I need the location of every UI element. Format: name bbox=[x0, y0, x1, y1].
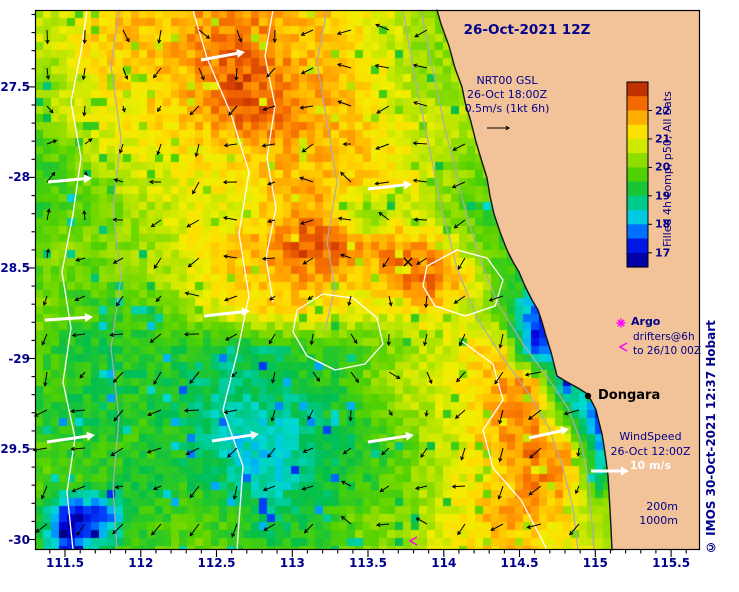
current-vector-arrows bbox=[32, 23, 581, 538]
wind-legend-speed: 10 m/s bbox=[629, 459, 672, 472]
wind-scale-arrow bbox=[591, 466, 629, 476]
bathymetry-contours bbox=[110, 9, 595, 551]
x-axis-tick-label: 114.5 bbox=[500, 556, 539, 570]
y-axis-tick-label: -29.5 bbox=[0, 442, 30, 456]
x-axis-tick-label: 112.5 bbox=[197, 556, 236, 570]
y-axis-tick-label: -28.5 bbox=[0, 261, 30, 275]
colorbar-tick-label: 21 bbox=[655, 132, 671, 146]
wind-vector-arrows bbox=[44, 49, 569, 444]
wind-legend: WindSpeed 26-Oct 12:00Z 10 m/s bbox=[601, 430, 700, 474]
x-axis-tick-label: 113.5 bbox=[349, 556, 387, 570]
credit-text: © IMOS 30-Oct-2021 12:37 Hobart bbox=[704, 320, 718, 554]
dongara-dot bbox=[584, 392, 592, 400]
gsl-scale-arrow bbox=[487, 125, 511, 131]
x-axis-tick-label: 111.5 bbox=[46, 556, 84, 570]
x-axis-tick-label: 113 bbox=[279, 556, 305, 570]
y-axis-tick-label: -27.5 bbox=[0, 79, 30, 94]
y-axis-tick-label: -28 bbox=[8, 170, 30, 185]
argo-legend-label: Argo bbox=[631, 315, 661, 328]
colorbar-tick-label: 19 bbox=[655, 189, 671, 203]
colorbar-tick-label: 22 bbox=[655, 104, 671, 117]
coastline bbox=[436, 9, 613, 551]
colorbar-tick-label: 20 bbox=[655, 160, 671, 174]
x-marker bbox=[403, 257, 413, 267]
axis-ticks bbox=[28, 13, 687, 557]
gsl-legend-line1: NRT00 GSL bbox=[476, 74, 538, 87]
x-axis-tick-label: 112 bbox=[128, 556, 154, 570]
gsl-legend-line2: 26-Oct 18:00Z bbox=[466, 88, 548, 101]
drifters-legend-line1: drifters@6h bbox=[633, 331, 695, 343]
colorbar-tick-label: 18 bbox=[655, 217, 671, 231]
gsl-legend: NRT00 GSL 26-Oct 18:00Z 0.5m/s (1kt 6h) bbox=[436, 74, 578, 116]
timestamp-title: 26-Oct-2021 12Z bbox=[463, 22, 591, 38]
plot-frame bbox=[34, 9, 701, 551]
colorbar bbox=[626, 81, 652, 268]
wind-legend-line2: 26-Oct 12:00Z bbox=[610, 444, 691, 458]
depth-1000m-label: 1000m bbox=[639, 514, 678, 527]
drifter-legend-marker bbox=[618, 342, 628, 352]
depth-200m-label: 200m bbox=[646, 500, 678, 513]
gsl-legend-line3: 0.5m/s (1kt 6h) bbox=[464, 102, 550, 115]
argo-marker bbox=[616, 318, 626, 328]
place-label-dongara: Dongara bbox=[598, 388, 661, 403]
y-axis-tick-label: -29 bbox=[8, 351, 30, 366]
drifters-legend-line2: to 26/10 00Z bbox=[633, 344, 702, 357]
colorbar-tick-label: 17 bbox=[655, 246, 671, 260]
depth-contour-labels: 200m 1000m bbox=[633, 500, 678, 528]
drifters-legend: drifters@6h to 26/10 00Z bbox=[633, 331, 701, 358]
x-axis-tick-label: 114 bbox=[431, 556, 457, 570]
x-axis-tick-label: 115.5 bbox=[652, 556, 691, 570]
drifter-marker bbox=[408, 536, 418, 546]
y-axis-tick-label: -30 bbox=[8, 532, 30, 547]
x-axis-tick-label: 115 bbox=[582, 556, 608, 570]
wind-legend-line1: WindSpeed bbox=[619, 430, 682, 443]
